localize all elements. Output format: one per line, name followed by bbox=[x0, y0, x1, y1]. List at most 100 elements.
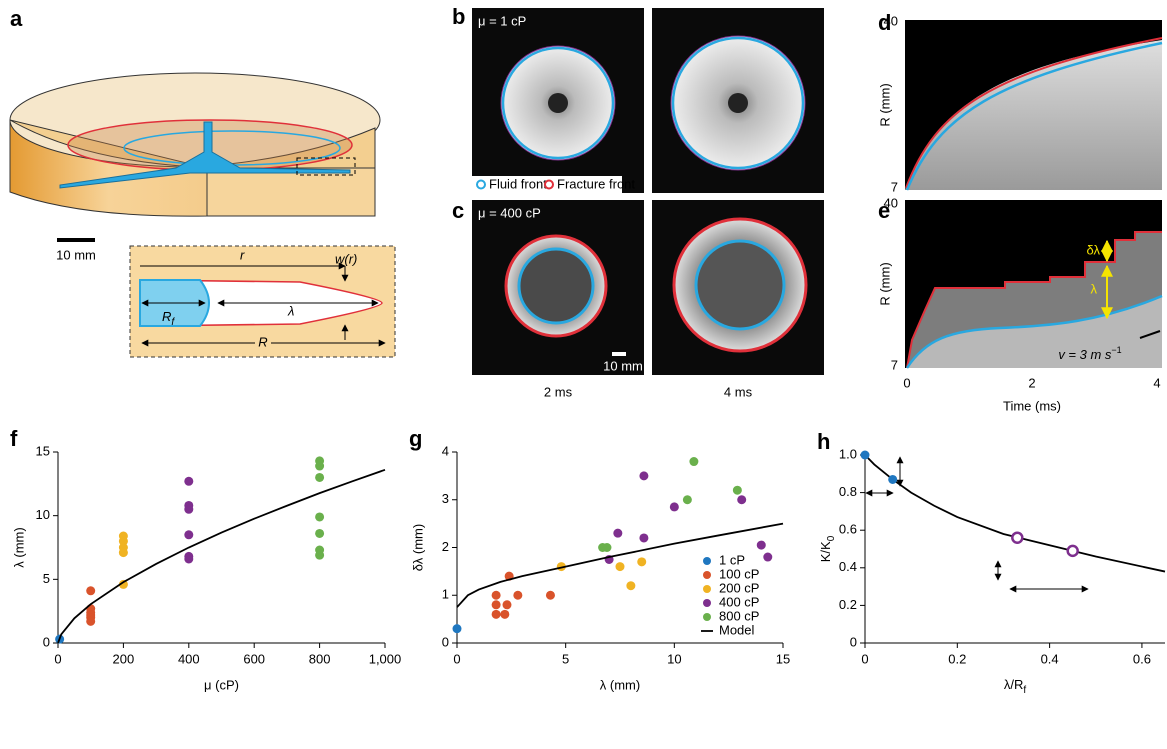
y-tick-label: 0 bbox=[442, 634, 449, 649]
data-point bbox=[119, 548, 128, 557]
data-point bbox=[86, 617, 95, 626]
y-tick-label: 2 bbox=[442, 539, 449, 554]
model-line bbox=[58, 470, 385, 643]
x-axis-label: λ (mm) bbox=[600, 677, 640, 692]
x-tick-label: 0.6 bbox=[1133, 651, 1151, 666]
x-tick-label: 0.4 bbox=[1041, 651, 1059, 666]
legend-label: 400 cP bbox=[719, 594, 759, 609]
legend-marker bbox=[703, 599, 711, 607]
data-point bbox=[546, 591, 555, 600]
x-tick-label: 0 bbox=[903, 375, 910, 390]
scale-label: 10 mm bbox=[603, 358, 643, 373]
legend-label: Fracture front bbox=[557, 176, 635, 191]
label-w: w(r) bbox=[335, 251, 357, 266]
x-tick-label: 4 bbox=[1153, 375, 1160, 390]
data-point bbox=[689, 457, 698, 466]
data-point bbox=[315, 462, 324, 471]
y-axis-label-part: K/K bbox=[818, 541, 833, 562]
annotation: δλ bbox=[1087, 242, 1101, 257]
fluid-front bbox=[519, 249, 593, 323]
data-point bbox=[670, 502, 679, 511]
y-tick-label: 0.8 bbox=[839, 484, 857, 499]
y-tick-label: 0 bbox=[43, 634, 50, 649]
data-point bbox=[86, 586, 95, 595]
data-point bbox=[602, 543, 611, 552]
legend-marker bbox=[703, 571, 711, 579]
y-axis-label: λ (mm) bbox=[11, 527, 26, 567]
legend-label: Model bbox=[719, 622, 755, 637]
panel-label: g bbox=[409, 426, 422, 451]
y-tick-label: 0.2 bbox=[839, 597, 857, 612]
x-tick-label: 0.2 bbox=[948, 651, 966, 666]
legend-label: 800 cP bbox=[719, 608, 759, 623]
data-point bbox=[315, 551, 324, 560]
time-label: 2 ms bbox=[544, 384, 573, 399]
data-point bbox=[639, 533, 648, 542]
x-tick-label: 1,000 bbox=[369, 651, 402, 666]
legend-marker bbox=[703, 585, 711, 593]
panel-de: d e δλ λ v = 3 m s−1 40 7 40 7 R (mm) R … bbox=[877, 10, 1162, 414]
y-tick-label: 0.4 bbox=[839, 559, 857, 574]
y-axis-label: R (mm) bbox=[877, 83, 892, 126]
panel-label: h bbox=[817, 429, 830, 454]
y-tick-label: 1.0 bbox=[839, 446, 857, 461]
y-axis-label: R (mm) bbox=[877, 262, 892, 305]
data-point bbox=[733, 486, 742, 495]
x-tick-label: 600 bbox=[243, 651, 265, 666]
figure: a 10 mm r w(r) Rf λ R b c μ = 1 cP μ = 4… bbox=[0, 0, 1167, 749]
y-tick-label: 5 bbox=[43, 571, 50, 586]
y-tick-label: 3 bbox=[442, 491, 449, 506]
panel-label: b bbox=[452, 4, 465, 29]
y-tick-label: 4 bbox=[442, 443, 449, 458]
fluid-front bbox=[696, 241, 784, 329]
data-point bbox=[500, 610, 509, 619]
velocity-main: v = 3 m s bbox=[1058, 347, 1112, 362]
x-tick-label: 0 bbox=[54, 651, 61, 666]
y-axis-label: δλ (mm) bbox=[410, 524, 425, 571]
label-rf-main: R bbox=[162, 309, 171, 324]
label-r: r bbox=[240, 247, 245, 262]
scale-label: 10 mm bbox=[56, 247, 96, 262]
data-point bbox=[492, 591, 501, 600]
data-point bbox=[1012, 533, 1022, 543]
data-point bbox=[453, 624, 462, 633]
panel-a: a 10 mm r w(r) Rf λ R bbox=[10, 6, 395, 357]
y-tick-label: 15 bbox=[36, 443, 50, 458]
y-axis-label-part: 0 bbox=[826, 535, 837, 541]
data-point bbox=[1068, 546, 1078, 556]
data-point bbox=[763, 553, 772, 562]
x-axis-label-part: f bbox=[1023, 685, 1026, 696]
data-point bbox=[757, 541, 766, 550]
data-point bbox=[315, 529, 324, 538]
x-tick-label: 800 bbox=[309, 651, 331, 666]
time-label: 4 ms bbox=[724, 384, 753, 399]
x-tick-label: 15 bbox=[776, 651, 790, 666]
data-point bbox=[683, 495, 692, 504]
panel-label: c bbox=[452, 198, 464, 223]
data-point bbox=[492, 600, 501, 609]
annotation: λ bbox=[1091, 281, 1098, 296]
y-tick-label: 40 bbox=[884, 195, 898, 210]
data-point bbox=[637, 557, 646, 566]
legend-marker bbox=[703, 613, 711, 621]
y-tick-label: 0.6 bbox=[839, 522, 857, 537]
y-tick-label: 7 bbox=[891, 179, 898, 194]
panel-bc: b c μ = 1 cP μ = 400 cP Fluid front Frac… bbox=[452, 4, 824, 400]
condition: μ = 400 cP bbox=[478, 205, 541, 220]
x-axis-label-part: λ/R bbox=[1004, 677, 1024, 692]
x-axis-label: λ/Rf bbox=[1004, 677, 1027, 695]
data-point bbox=[184, 477, 193, 486]
x-tick-label: 0 bbox=[861, 651, 868, 666]
label-lambda: λ bbox=[287, 303, 294, 318]
y-axis-label: K/K0 bbox=[818, 535, 836, 562]
inlet bbox=[728, 93, 748, 113]
condition: μ = 1 cP bbox=[478, 13, 526, 28]
x-axis-label: μ (cP) bbox=[204, 677, 239, 692]
data-point bbox=[626, 581, 635, 590]
x-tick-label: 400 bbox=[178, 651, 200, 666]
legend-label: 100 cP bbox=[719, 566, 759, 581]
data-point bbox=[888, 475, 897, 484]
data-point bbox=[492, 610, 501, 619]
legend-label: 1 cP bbox=[719, 552, 745, 567]
data-point bbox=[315, 512, 324, 521]
